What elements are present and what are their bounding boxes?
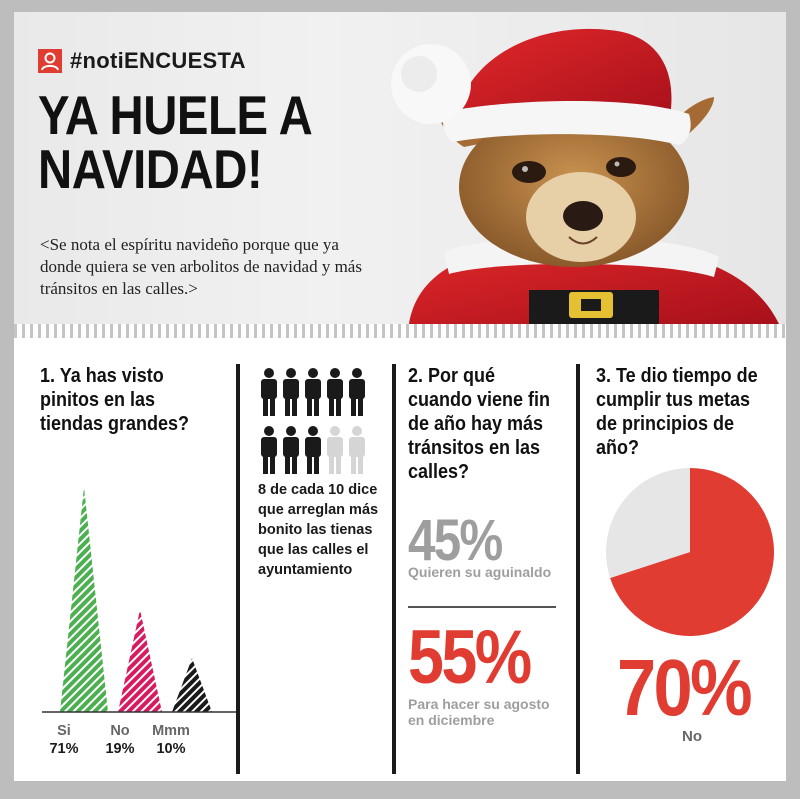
person-icon <box>305 368 321 416</box>
person-icon <box>261 426 277 474</box>
user-icon <box>38 49 62 73</box>
q1-bar-label-mmm: Mmm 10% <box>147 722 195 758</box>
answer-1-value: 45% <box>408 508 503 573</box>
answer-1-label: Quieren su aguinaldo <box>408 564 552 580</box>
divider-1 <box>236 364 240 774</box>
q1-bar-si <box>60 487 108 712</box>
header: #notiENCUESTA YA HUELE A NAVIDAD! <Se no… <box>14 12 786 324</box>
subtitle: <Se nota el espíritu navideño porque que… <box>40 235 362 298</box>
people-pictogram <box>261 368 365 474</box>
q1-bar-mmm <box>172 658 212 712</box>
question-3-title: 3. Te dio tiempo de cumplir tus metas de… <box>596 365 758 459</box>
q3-pie-slice-no <box>610 468 774 636</box>
infographic-card: #notiENCUESTA YA HUELE A NAVIDAD! <Se no… <box>14 12 786 781</box>
person-icon <box>327 426 343 474</box>
q1-bar-label-no: No 19% <box>96 722 144 758</box>
question-1: 1. Ya has visto pinitos en las tiendas g… <box>40 364 230 436</box>
person-icon <box>327 368 343 416</box>
brand: #notiENCUESTA <box>38 48 246 74</box>
headline: YA HUELE A NAVIDAD! <box>38 84 322 200</box>
answer-2-label: Para hacer su agosto en diciembre <box>408 696 550 728</box>
q3-pie-slice-otro <box>606 468 690 578</box>
q1-bar-label-si: Si 71% <box>40 722 88 758</box>
chihuahua-santa-photo <box>391 28 779 324</box>
headline-line-1: YA HUELE A <box>38 84 313 146</box>
person-icon <box>283 368 299 416</box>
people-stat-text: 8 de cada 10 dice que arreglan más bonit… <box>258 482 379 578</box>
q1-category-label: Mmm <box>152 723 190 739</box>
stripe-divider <box>14 324 786 338</box>
answer-divider <box>408 606 556 608</box>
brand-label: #notiENCUESTA <box>70 48 246 73</box>
q1-value-label: 10% <box>156 741 186 757</box>
person-icon <box>305 426 321 474</box>
q1-category-label: Si <box>57 723 71 739</box>
answer-2-value: 55% <box>408 615 532 700</box>
question-2: 2. Por qué cuando viene fin de año hay m… <box>408 364 568 484</box>
q1-value-label: 19% <box>105 741 135 757</box>
q3-pie-chart <box>606 468 774 636</box>
q3-value: 70% <box>617 643 753 732</box>
q3-label: No <box>682 728 702 745</box>
q1-bar-no <box>118 609 162 712</box>
divider-3 <box>576 364 580 774</box>
person-icon <box>261 368 277 416</box>
q1-value-label: 71% <box>49 741 79 757</box>
q1-bar-chart <box>42 487 236 713</box>
question-2-title: 2. Por qué cuando viene fin de año hay m… <box>408 365 551 483</box>
person-icon <box>283 426 299 474</box>
question-3: 3. Te dio tiempo de cumplir tus metas de… <box>596 364 776 460</box>
headline-line-2: NAVIDAD! <box>38 138 263 200</box>
person-icon <box>349 368 365 416</box>
q1-category-label: No <box>110 723 130 739</box>
question-1-title: 1. Ya has visto pinitos en las tiendas g… <box>40 365 190 435</box>
divider-2 <box>392 364 396 774</box>
person-icon <box>349 426 365 474</box>
